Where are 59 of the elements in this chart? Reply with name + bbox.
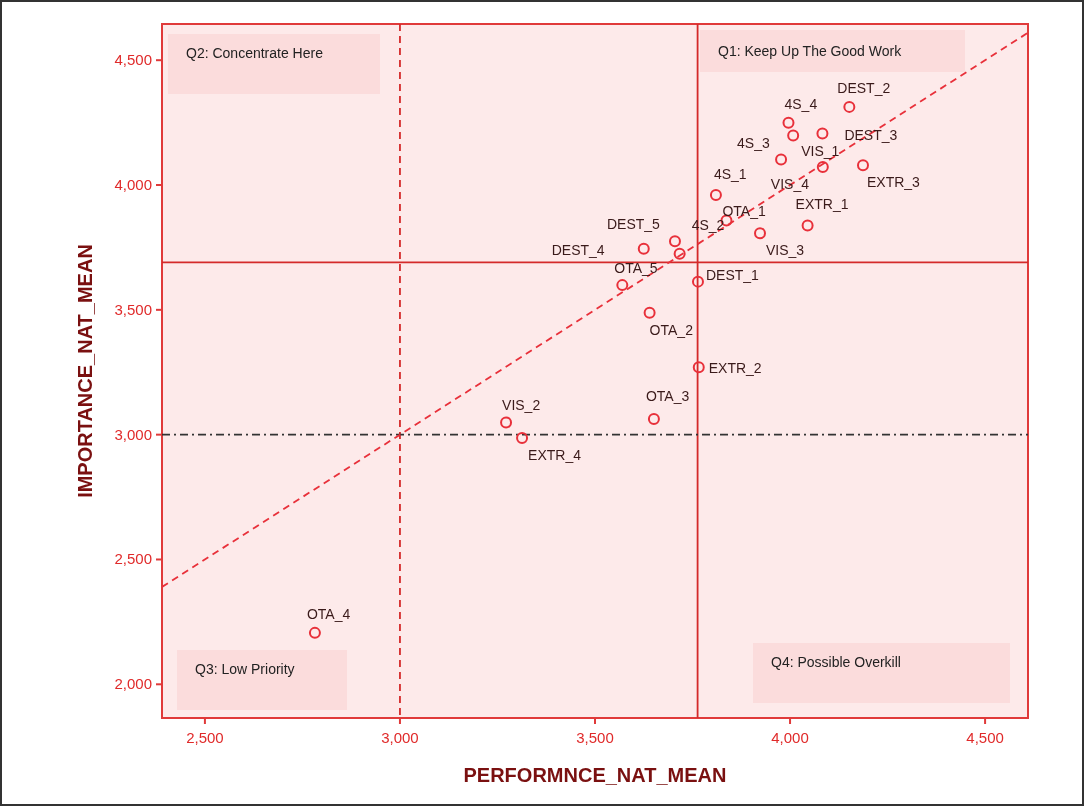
annotation: DEST_3 [844, 126, 898, 143]
point [308, 626, 321, 639]
annotation: Q4: Possible Overkill [771, 654, 901, 670]
annotation: VIS_1 [801, 142, 840, 159]
point [782, 116, 795, 129]
annotation: VIS_4 [770, 176, 810, 193]
point [673, 247, 686, 260]
x-axis-title: PERFORMNCE_NAT_MEAN [463, 764, 727, 786]
x-tick-label: 3,000 [381, 729, 419, 746]
point [843, 100, 856, 113]
x-tick-label: 4,500 [966, 729, 1004, 746]
annotation: OTA_5 [614, 260, 658, 277]
point [775, 153, 788, 166]
annotation: DEST_4 [551, 241, 605, 258]
x-tick-label: 2,500 [186, 729, 224, 746]
annotation: VIS_3 [766, 242, 805, 259]
x-tick-label: 3,500 [576, 729, 614, 746]
annotation: Q3: Low Priority [195, 661, 295, 677]
annotation: Q2: Concentrate Here [186, 45, 324, 61]
annotation: VIS_2 [502, 397, 541, 414]
annotation: 4S_1 [713, 166, 747, 182]
point [856, 159, 869, 172]
y-tick-label: 4,500 [114, 51, 152, 69]
point [754, 227, 767, 240]
annotation: EXTR_2 [708, 360, 762, 377]
point [816, 127, 829, 140]
point [787, 129, 800, 142]
annotation: EXTR_1 [795, 196, 849, 213]
point [691, 275, 704, 288]
point [692, 361, 705, 374]
y-tick-label: 2,500 [114, 550, 152, 568]
annotation: OTA_4 [306, 605, 351, 622]
annotation: DEST_2 [837, 79, 891, 96]
annotation: DEST_1 [705, 266, 760, 283]
annotation: OTA_3 [645, 387, 690, 404]
y-tick-label: 3,500 [114, 300, 152, 318]
y-axis-title: IMPORTANCE_NAT_MEAN [74, 244, 96, 498]
annotation: OTA_1 [722, 203, 766, 220]
point [801, 219, 814, 232]
point [647, 412, 660, 425]
annotation: EXTR_4 [528, 446, 582, 463]
annotation: 4S_3 [737, 134, 770, 151]
annotation: DEST_5 [606, 216, 661, 233]
point [816, 161, 829, 174]
annotation: Q1: Keep Up The Good Work [718, 43, 903, 59]
annotation: OTA_2 [649, 321, 694, 338]
y-tick-label: 2,000 [114, 675, 152, 693]
point [500, 416, 513, 429]
point [709, 189, 722, 201]
point [668, 235, 681, 248]
y-tick-label: 3,000 [114, 425, 152, 443]
point [643, 306, 656, 319]
point [637, 242, 650, 255]
annotation: 4S_4 [784, 95, 818, 112]
annotation: EXTR_3 [866, 174, 921, 191]
y-tick-label: 4,000 [114, 176, 152, 194]
point [516, 431, 529, 444]
point [616, 279, 629, 292]
x-tick-label: 4,000 [771, 729, 809, 746]
